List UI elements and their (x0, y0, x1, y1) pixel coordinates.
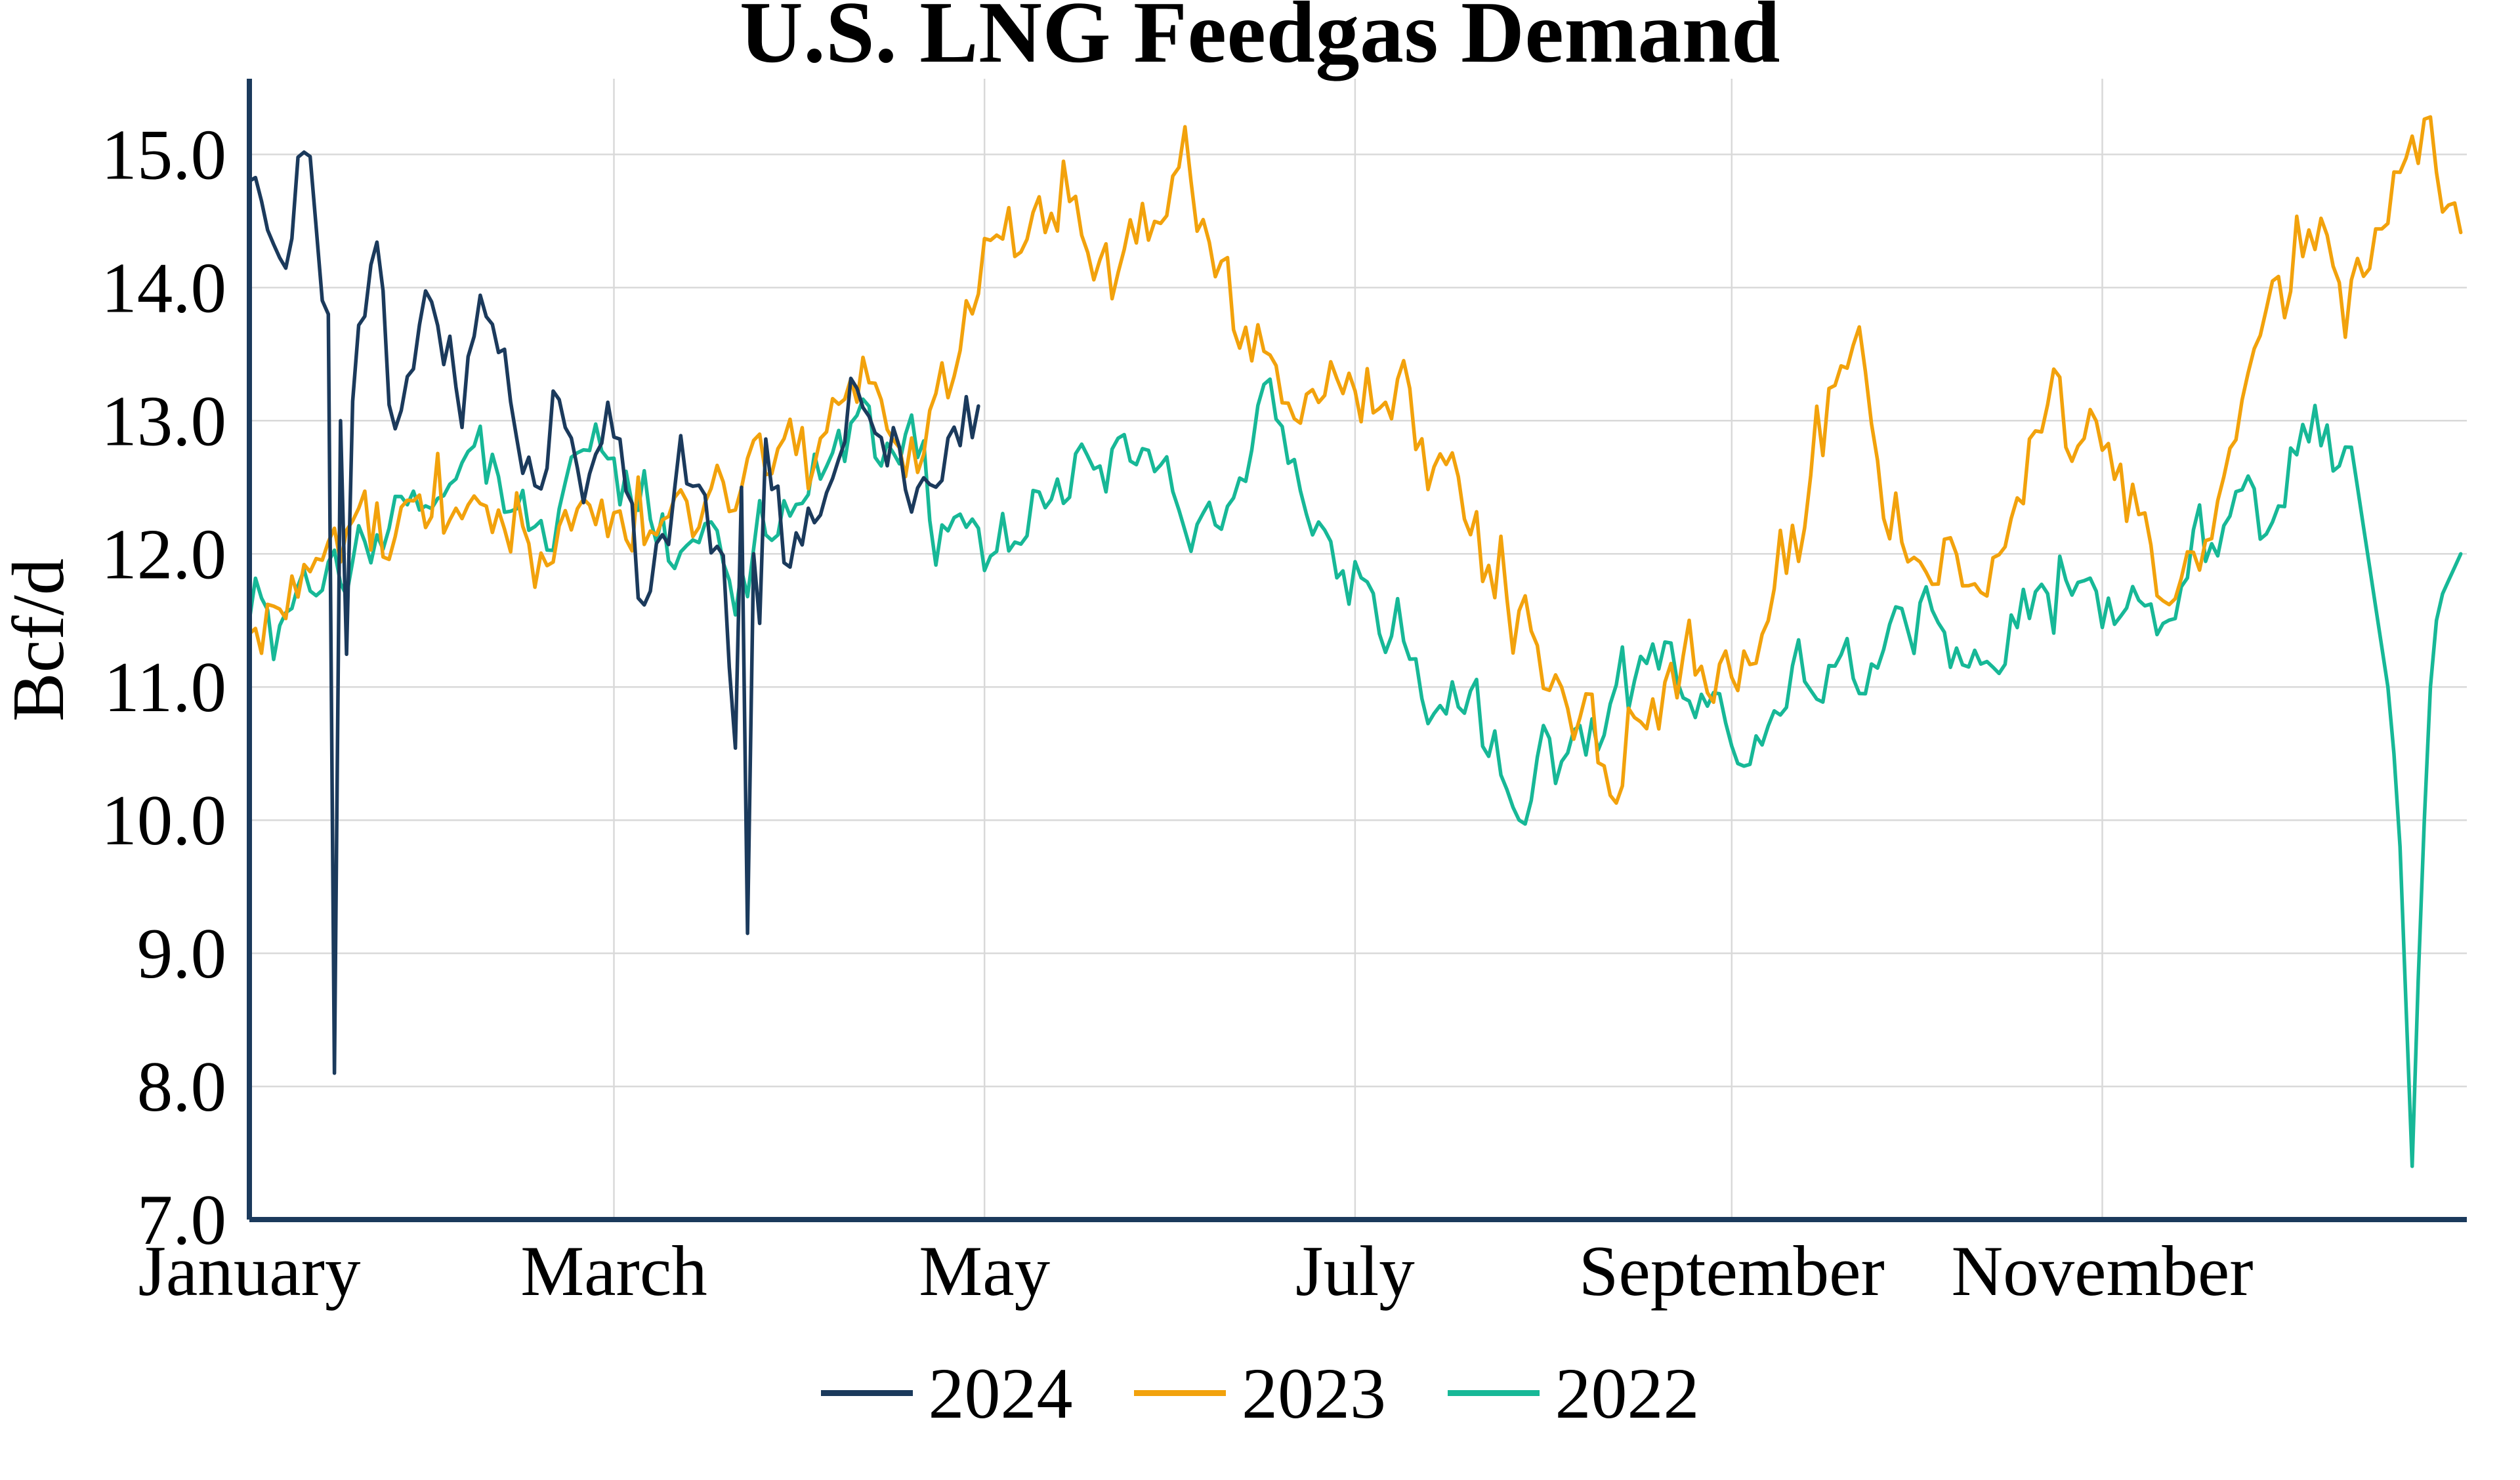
svg-text:14.0: 14.0 (101, 248, 226, 327)
svg-text:11.0: 11.0 (104, 648, 226, 727)
svg-text:8.0: 8.0 (137, 1047, 226, 1126)
svg-text:March: March (520, 1231, 707, 1311)
svg-text:January: January (138, 1231, 361, 1311)
svg-text:November: November (1951, 1231, 2253, 1311)
svg-text:9.0: 9.0 (137, 914, 226, 993)
svg-text:10.0: 10.0 (101, 781, 226, 860)
svg-text:May: May (919, 1231, 1050, 1311)
svg-text:12.0: 12.0 (101, 514, 226, 594)
svg-text:September: September (1579, 1231, 1885, 1311)
svg-text:13.0: 13.0 (101, 381, 226, 461)
svg-text:15.0: 15.0 (101, 115, 226, 194)
svg-text:July: July (1295, 1231, 1415, 1311)
